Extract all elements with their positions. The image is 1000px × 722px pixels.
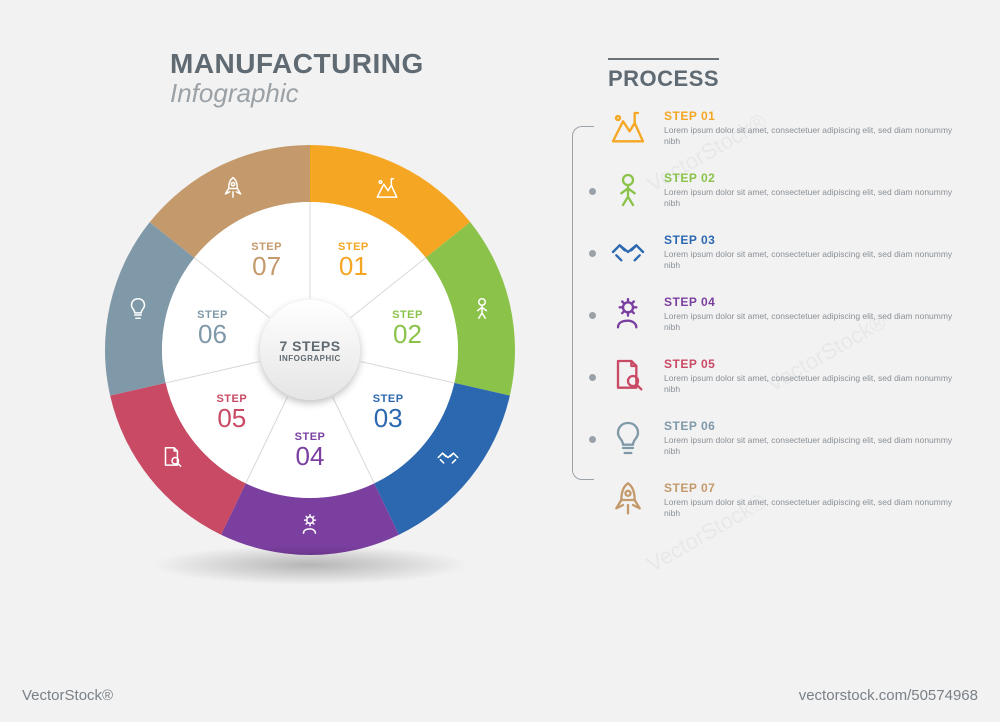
footer-brand: VectorStock® [22,687,113,704]
lightbulb-icon [608,418,648,458]
center-label-top: 7 STEPS [279,338,340,354]
doc-search-icon [159,445,185,476]
process-step-7: STEP 07 Lorem ipsum dolor sit amet, conse… [608,480,954,520]
wheel-shadow [150,545,470,585]
gear-hand-icon [297,511,323,542]
wheel-seg-label-01: STEP01 [338,241,369,279]
person-icon [469,295,495,326]
wheel-seg-label-03: STEP03 [373,393,404,431]
title-sub: Infographic [170,78,424,109]
title-main: MANUFACTURING [170,48,424,80]
process-block: PROCESS STEP 01 Lorem ipsum dolor sit ame… [608,58,954,542]
step-title: STEP 02 [664,171,954,185]
step-body: Lorem ipsum dolor sit amet, consectetuer… [664,311,954,334]
process-list: STEP 01 Lorem ipsum dolor sit amet, conse… [608,108,954,520]
process-step-1: STEP 01 Lorem ipsum dolor sit amet, conse… [608,108,954,148]
wheel-seg-label-07: STEP07 [251,241,282,279]
wheel-diagram: 7 STEPS INFOGRAPHIC STEP01 STEP02 STEP03 ST… [100,140,520,560]
process-step-4: STEP 04 Lorem ipsum dolor sit amet, conse… [608,294,954,334]
handshake-icon [435,445,461,476]
lightbulb-icon [125,295,151,326]
center-label-bottom: INFOGRAPHIC [279,354,341,363]
step-body: Lorem ipsum dolor sit amet, consectetuer… [664,249,954,272]
mountain-icon [374,175,400,206]
process-step-2: STEP 02 Lorem ipsum dolor sit amet, conse… [608,170,954,210]
person-icon [608,170,648,210]
step-body: Lorem ipsum dolor sit amet, consectetuer… [664,373,954,396]
doc-search-icon [608,356,648,396]
step-body: Lorem ipsum dolor sit amet, consectetuer… [664,187,954,210]
wheel-seg-label-02: STEP02 [392,309,423,347]
list-spine [572,126,594,480]
step-body: Lorem ipsum dolor sit amet, consectetuer… [664,435,954,458]
title-block: MANUFACTURING Infographic [170,48,424,109]
step-title: STEP 03 [664,233,954,247]
rocket-icon [608,480,648,520]
step-title: STEP 01 [664,109,954,123]
step-title: STEP 05 [664,357,954,371]
step-body: Lorem ipsum dolor sit amet, consectetuer… [664,125,954,148]
process-step-6: STEP 06 Lorem ipsum dolor sit amet, conse… [608,418,954,458]
gear-hand-icon [608,294,648,334]
wheel-seg-label-06: STEP06 [197,309,228,347]
handshake-icon [608,232,648,272]
process-heading: PROCESS [608,58,719,92]
rocket-icon [220,175,246,206]
wheel-seg-label-04: STEP04 [295,431,326,469]
step-body: Lorem ipsum dolor sit amet, consectetuer… [664,497,954,520]
wheel-seg-label-05: STEP05 [216,393,247,431]
step-title: STEP 04 [664,295,954,309]
mountain-icon [608,108,648,148]
footer-id: vectorstock.com/50574968 [799,687,978,704]
process-step-3: STEP 03 Lorem ipsum dolor sit amet, conse… [608,232,954,272]
wheel-center: 7 STEPS INFOGRAPHIC [260,300,360,400]
step-title: STEP 06 [664,419,954,433]
process-step-5: STEP 05 Lorem ipsum dolor sit amet, conse… [608,356,954,396]
step-title: STEP 07 [664,481,954,495]
